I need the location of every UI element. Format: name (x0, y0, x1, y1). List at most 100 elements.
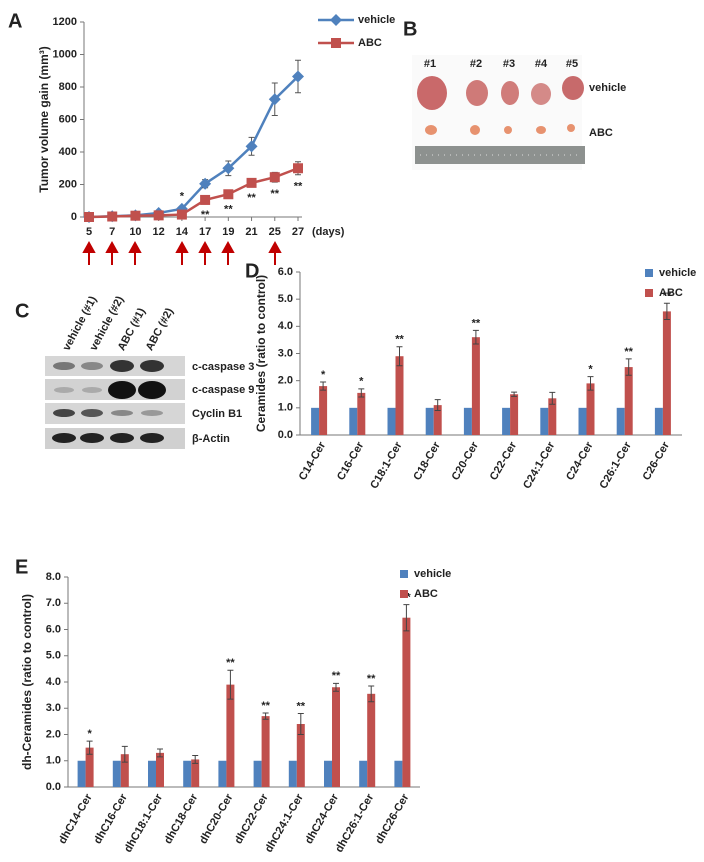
marker (223, 189, 234, 200)
x-tick-label: 17 (199, 226, 211, 238)
bar (148, 760, 156, 787)
x-tick-label: 25 (269, 226, 281, 238)
legend-marker (330, 14, 342, 26)
y-tick-label: 8.0 (46, 571, 61, 583)
panel-letter: D (245, 260, 259, 282)
marker (199, 177, 212, 190)
significance: ** (224, 203, 233, 215)
bar (510, 394, 519, 435)
bar (662, 311, 671, 435)
y-tick-label: 7.0 (46, 597, 61, 609)
x-tick-label: C24-Cer (564, 439, 596, 482)
bar (586, 383, 595, 435)
error-bar (121, 745, 128, 763)
marker (153, 210, 164, 221)
bar (226, 684, 235, 787)
x-tick-label: C14-Cer (297, 439, 329, 482)
bar (578, 407, 587, 435)
bar (253, 760, 262, 787)
bar (425, 407, 434, 435)
y-tick-label: 600 (59, 113, 77, 125)
bar (395, 356, 404, 435)
significance: ** (624, 346, 633, 358)
x-tick-label: dhC20-Cer (197, 791, 236, 846)
bar (463, 407, 472, 435)
bar (433, 405, 442, 435)
bar (156, 752, 164, 787)
y-tick-label: 2.0 (46, 728, 61, 740)
significance: * (180, 190, 185, 202)
panel-letter: B (403, 18, 417, 40)
x-tick-label: dhC24:1-Cer (263, 791, 306, 854)
error-bar (549, 391, 556, 405)
significance: ** (395, 334, 404, 346)
legend-marker (331, 38, 341, 48)
significance: * (87, 728, 92, 740)
significance: ** (261, 700, 270, 712)
marker (130, 210, 141, 221)
error-bar (511, 391, 518, 397)
legend-label: vehicle (659, 267, 696, 279)
y-tick-label: 2.0 (278, 375, 293, 387)
bar (332, 687, 340, 787)
y-tick-label: 5.0 (46, 650, 61, 662)
bar (367, 693, 376, 787)
significance: * (359, 376, 364, 388)
error-bar (320, 381, 327, 391)
bar (311, 407, 320, 435)
y-tick-label: 6.0 (278, 266, 293, 278)
marker (292, 70, 304, 83)
y-tick-label: 3.0 (278, 347, 293, 359)
x-tick-label: C18-Cer (411, 439, 443, 482)
lane-label: ABC (#2) (144, 306, 177, 353)
line (88, 167, 299, 219)
bar (85, 747, 94, 787)
treatment-arrows (82, 240, 282, 265)
band-label: c-caspase 3 (192, 361, 254, 373)
y-tick-label: 4.0 (278, 320, 293, 332)
bar (349, 407, 358, 435)
marker (84, 212, 94, 222)
error-bar (157, 748, 163, 758)
y-tick-label: 0.0 (278, 429, 293, 441)
bar (471, 337, 480, 435)
x-tick-label: C16-Cer (335, 439, 367, 482)
y-axis-label: Ceramides (ratio to control) (254, 275, 268, 432)
marker (269, 172, 280, 183)
significance: ** (367, 673, 376, 685)
panel-letter: C (15, 300, 29, 322)
bar (402, 617, 411, 787)
bar (359, 760, 368, 787)
error-bar (472, 329, 479, 345)
x-tick-label: 10 (129, 226, 141, 238)
x-tick-label: 14 (176, 226, 189, 238)
x-tick-label: dhC22-Cer (233, 791, 272, 846)
error-bar (86, 740, 93, 755)
y-tick-label: 0 (71, 211, 77, 223)
y-tick-label: 200 (59, 178, 77, 190)
y-tick-label: 1.0 (46, 755, 61, 767)
bar (191, 759, 200, 787)
y-axis-label: dh-Ceramides (ratio to control) (20, 594, 34, 770)
bar (77, 760, 86, 787)
marker (107, 211, 118, 222)
x-tick-label: C22-Cer (488, 439, 520, 482)
error-bar (262, 712, 269, 720)
marker (268, 93, 281, 106)
bar (387, 407, 396, 435)
x-tick-label: C18:1-Cer (368, 439, 405, 491)
bar (502, 407, 511, 435)
x-tick-label: 7 (109, 226, 115, 238)
bar (616, 407, 625, 435)
bar (288, 760, 297, 787)
bar (120, 754, 129, 787)
legend-label: vehicle (358, 14, 395, 26)
x-tick-label: 21 (245, 226, 257, 238)
marker (176, 209, 187, 220)
y-tick-label: 800 (59, 81, 77, 93)
tumor-label: #5 (566, 58, 578, 70)
x-tick-label: 27 (292, 226, 304, 238)
legend-swatch (645, 289, 653, 297)
bar (394, 760, 403, 787)
error-bar (625, 358, 632, 376)
